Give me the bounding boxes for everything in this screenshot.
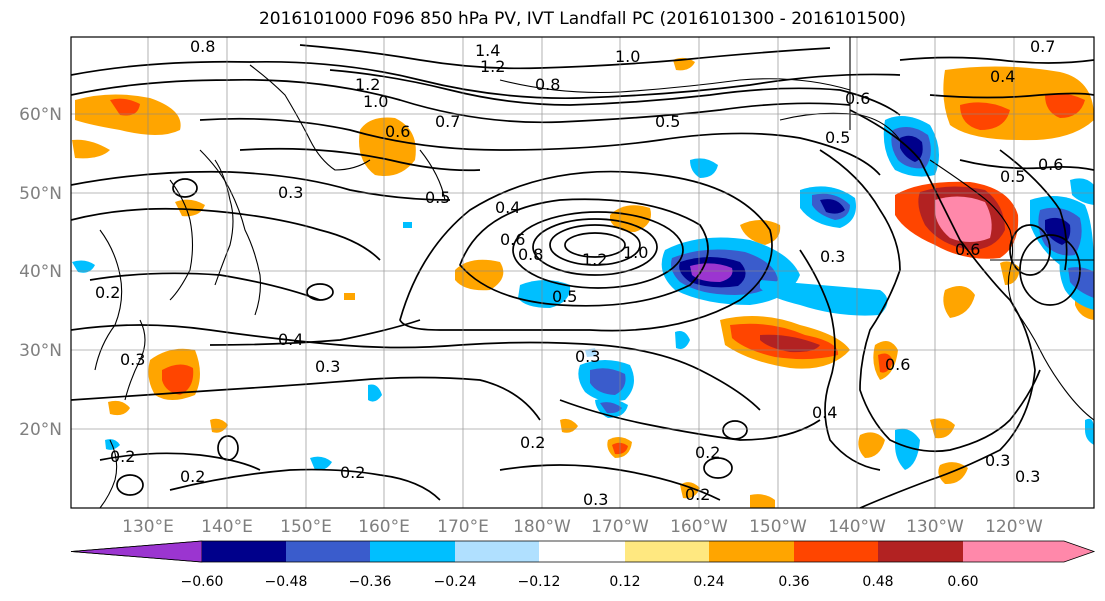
lon-label-170e: 170°E <box>437 517 489 537</box>
lon-label-150e: 150°E <box>280 517 332 537</box>
contour-label: 0.3 <box>820 247 845 266</box>
contour-label: 0.7 <box>1030 37 1055 56</box>
contour-label: 1.4 <box>475 41 500 60</box>
contour-label: 0.3 <box>315 357 340 376</box>
colorbar-segment <box>70 540 203 563</box>
contour-label: 0.4 <box>990 67 1015 86</box>
contour-label: 0.2 <box>340 463 365 482</box>
contour-label: 0.3 <box>985 451 1010 470</box>
lon-label-160e: 160°E <box>358 517 410 537</box>
contour-label: 0.2 <box>685 485 710 504</box>
contour-label: 0.2 <box>95 283 120 302</box>
lon-label-130w: 130°W <box>906 517 964 537</box>
contour-label: 0.2 <box>110 447 135 466</box>
contour-labels: 0.8 1.4 1.2 1.0 1.2 1.0 0.8 0.7 0.7 0.5 … <box>95 37 1063 509</box>
contour-label: 0.3 <box>583 490 608 509</box>
contour-label: 1.0 <box>615 47 640 66</box>
contour-label: 0.3 <box>1015 467 1040 486</box>
colorbar-segment <box>878 541 963 562</box>
lat-label-50n: 50°N <box>19 184 62 204</box>
contour-label: 0.2 <box>695 443 720 462</box>
lat-label-30n: 30°N <box>19 341 62 361</box>
contour-label: 0.3 <box>120 350 145 369</box>
colorbar-segment <box>286 541 370 562</box>
lon-label-120w: 120°W <box>985 517 1043 537</box>
colorbar-tick: 0.24 <box>693 574 724 590</box>
colorbar-segment <box>455 541 539 562</box>
contour-label: 0.6 <box>1038 155 1063 174</box>
contour-label: 0.5 <box>552 287 577 306</box>
contour-label: 0.5 <box>655 112 680 131</box>
latitude-labels: 60°N 50°N 40°N 30°N 20°N <box>19 105 62 440</box>
contour-label: 1.2 <box>480 57 505 76</box>
colorbar-tick: 0.48 <box>862 574 893 590</box>
contour-label: 1.0 <box>623 243 648 262</box>
contour-label: 0.5 <box>1000 167 1025 186</box>
lon-label-180w: 180°W <box>513 517 571 537</box>
contour-label: 0.8 <box>518 245 543 264</box>
contour-label: 1.2 <box>582 250 607 269</box>
longitude-labels: 130°E 140°E 150°E 160°E 170°E 180°W 170°… <box>122 517 1043 537</box>
colorbar-tick: −0.36 <box>349 574 392 590</box>
lat-label-40n: 40°N <box>19 262 62 282</box>
map-frame <box>70 36 1095 509</box>
lon-label-170w: 170°W <box>591 517 649 537</box>
gridlines <box>71 37 1094 508</box>
colorbar-segment <box>539 541 625 562</box>
contour-label: 0.6 <box>845 89 870 108</box>
lat-label-60n: 60°N <box>19 105 62 125</box>
lon-label-150w: 150°W <box>749 517 807 537</box>
contour-label: 0.6 <box>385 122 410 141</box>
contour-label: 0.3 <box>278 183 303 202</box>
colorbar-outline <box>70 540 1096 563</box>
map-title: 2016101000 F096 850 hPa PV, IVT Landfall… <box>258 9 906 29</box>
contour-label: 0.6 <box>955 240 980 259</box>
contour-label: 0.4 <box>812 403 837 422</box>
lon-label-140e: 140°E <box>201 517 253 537</box>
colorbar-segment <box>202 541 286 562</box>
contour-label: 0.4 <box>495 198 520 217</box>
colorbar-tick: 0.36 <box>778 574 809 590</box>
colorbar-tick: 0.60 <box>947 574 978 590</box>
coastlines <box>94 37 1094 508</box>
contour-label: 0.5 <box>825 128 850 147</box>
lat-label-20n: 20°N <box>19 420 62 440</box>
contour-label: 0.2 <box>520 433 545 452</box>
lon-label-130e: 130°E <box>122 517 174 537</box>
colorbar-segment <box>625 541 709 562</box>
pv-contours <box>71 44 1094 508</box>
contour-label: 0.8 <box>190 37 215 56</box>
colorbar-ticks: −0.60 −0.48 −0.36 −0.24 −0.12 0.12 0.24 … <box>181 574 979 590</box>
contour-label: 1.0 <box>363 92 388 111</box>
contour-label: 0.8 <box>535 75 560 94</box>
plot-area <box>71 37 1094 508</box>
colorbar-tick: −0.12 <box>518 574 561 590</box>
colorbar-tick: −0.24 <box>434 574 477 590</box>
contour-label: 0.5 <box>425 188 450 207</box>
contour-label: 0.2 <box>180 467 205 486</box>
colorbar-segment <box>963 541 1094 562</box>
contour-label: 0.4 <box>278 330 303 349</box>
lon-label-140w: 140°W <box>828 517 886 537</box>
contour-label: 0.6 <box>500 230 525 249</box>
contour-label: 0.6 <box>885 355 910 374</box>
colorbar-segment <box>709 541 794 562</box>
lon-label-160w: 160°W <box>670 517 728 537</box>
colorbar-segment <box>370 541 455 562</box>
contour-label: 1.2 <box>355 75 380 94</box>
contour-label: 0.3 <box>575 347 600 366</box>
colorbar-tick: −0.48 <box>265 574 308 590</box>
colorbar-tick: 0.12 <box>609 574 640 590</box>
colorbar <box>70 540 1096 563</box>
contour-label: 0.7 <box>435 112 460 131</box>
colorbar-tick: −0.60 <box>181 574 224 590</box>
colorbar-segment <box>794 541 878 562</box>
